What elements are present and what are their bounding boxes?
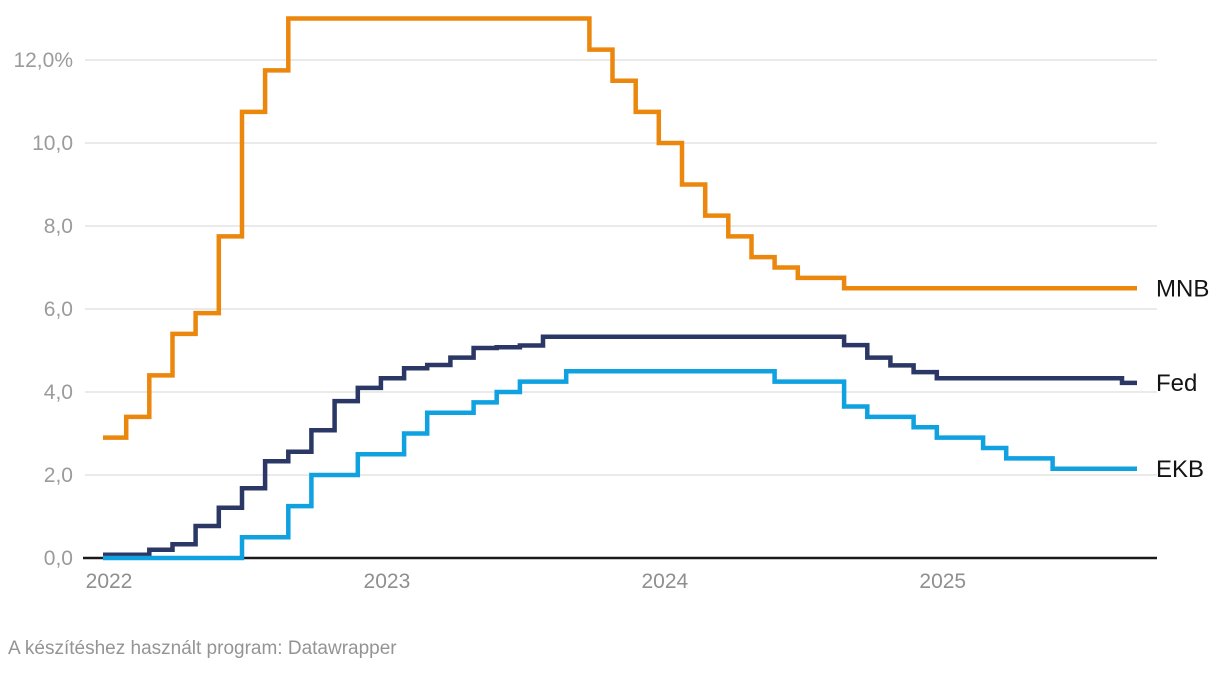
series-label-EKB: EKB (1156, 456, 1204, 483)
y-tick-label: 12,0% (13, 49, 73, 72)
series-line-Fed (103, 334, 1137, 557)
y-tick-label: 2,0 (44, 464, 73, 487)
series-line-EKB (103, 369, 1137, 561)
series-line-MNB (103, 16, 1137, 440)
x-tick-label: 2022 (86, 570, 133, 593)
y-tick-label: 0,0 (44, 547, 73, 570)
x-tick-label: 2023 (364, 570, 411, 593)
x-tick-label: 2024 (641, 570, 688, 593)
credit-text: A készítéshez használt program: Datawrap… (8, 638, 397, 659)
series-label-Fed: Fed (1156, 370, 1197, 397)
step-line-chart: 0,0 2,0 4,0 6,0 8,0 10,0 12,0% 2022 2023 2024 2025… (13, 16, 1209, 593)
y-tick-label: 4,0 (44, 381, 73, 404)
y-tick-label: 8,0 (44, 215, 73, 238)
y-tick-label: 10,0 (32, 132, 73, 155)
series-label-MNB: MNB (1156, 275, 1209, 302)
x-tick-label: 2025 (919, 570, 966, 593)
y-tick-label: 6,0 (44, 298, 73, 321)
